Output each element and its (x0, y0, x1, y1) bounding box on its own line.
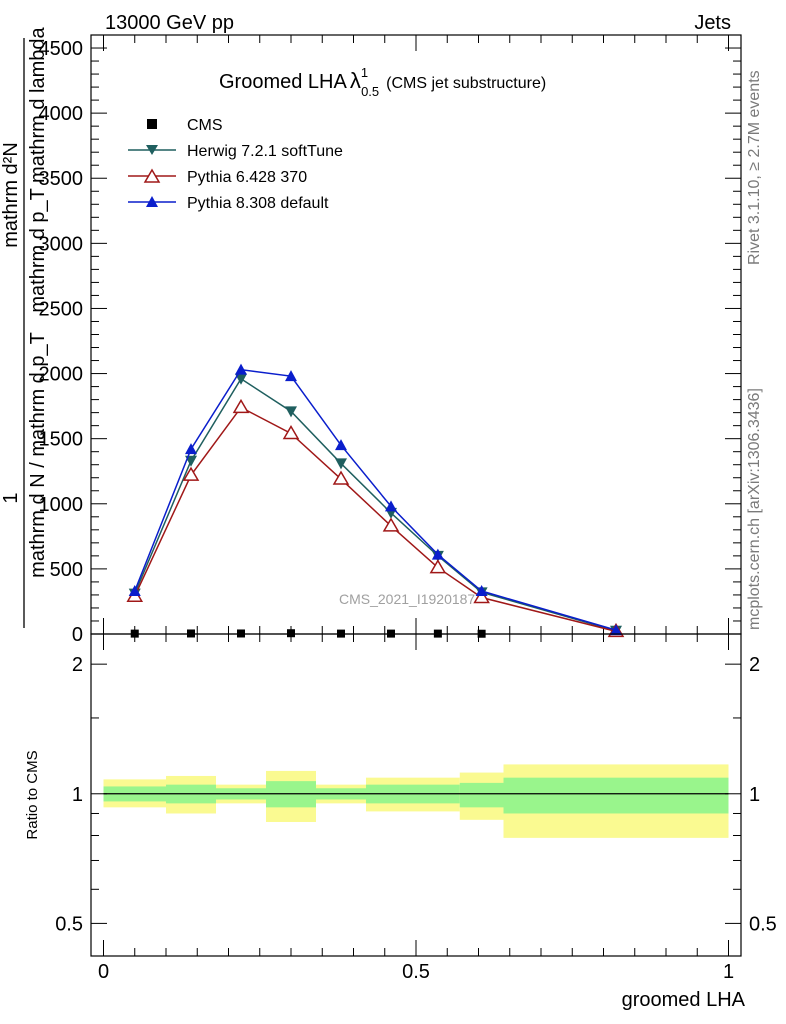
main-ytick-label-3: 1500 (39, 429, 84, 451)
x-axis-label: groomed LHA (622, 989, 746, 1011)
ratio-ytick-label-right-2: 2 (749, 654, 760, 676)
ratio-xtick-label-2: 1 (723, 961, 734, 983)
ratio-ytick-label-right-0: 0.5 (749, 913, 777, 935)
main-ytick-label-6: 3000 (39, 233, 84, 255)
chart-title-main: Groomed LHA (219, 71, 347, 93)
main-ytick-label-2: 1000 (39, 494, 84, 516)
legend-marker-pythia8 (146, 196, 158, 207)
chart-title-sup: 1 (361, 65, 368, 80)
ratio-y-label: Ratio to CMS (24, 750, 41, 839)
chart-title-sub: 0.5 (361, 84, 379, 99)
legend-label-pythia8: Pythia 8.308 default (187, 195, 329, 212)
series-2-point-1 (182, 466, 200, 481)
series-2-point-3 (282, 424, 300, 440)
chart-title-lambda: λ (350, 68, 361, 93)
legend-label-herwig: Herwig 7.2.1 softTune (187, 143, 343, 160)
series-2-point-6 (429, 559, 447, 574)
legend-label-cms: CMS (187, 117, 223, 134)
watermark: CMS_2021_I1920187 (339, 591, 475, 607)
y-axis-label: 1 mathrm d N / mathrm d p_T mathrm d²N m… (0, 26, 49, 628)
legend-marker-pythia6 (143, 168, 161, 183)
legend-label-pythia6: Pythia 6.428 370 (187, 169, 307, 186)
main-series (126, 363, 625, 638)
main-ytick-label-7: 3500 (39, 168, 84, 190)
ratio-ytick-label-right-1: 1 (749, 784, 760, 806)
series-0-point-3 (287, 629, 295, 638)
ratio-panel: 0 0.5 1 0.5 0.5 1 1 2 2 Ratio to CMS groomed LHA (24, 633, 777, 1011)
y-label-bottom: mathrm d N / mathrm d p_T (27, 332, 49, 578)
y-label-top-den: mathrm d p_T mathrm d lambda (27, 26, 49, 312)
series-3-point-5 (385, 500, 397, 512)
ratio-bands (103, 764, 729, 838)
chart-title: Groomed LHA λ1 0.5 (CMS jet substructure) (219, 65, 546, 99)
series-2-point-2 (232, 398, 250, 414)
header-right: Jets (694, 12, 731, 34)
series-3-point-0 (128, 585, 141, 597)
legend: CMS Herwig 7.2.1 softTune Pythia 6.428 3… (128, 117, 343, 212)
main-ytick-label-9: 4500 (39, 38, 84, 60)
legend-marker-cms (147, 119, 157, 129)
series-3-point-6 (431, 548, 444, 560)
ratio-ytick-label-left-1: 1 (72, 784, 83, 806)
series-1-point-3 (285, 406, 297, 418)
main-ytick-label-8: 4000 (39, 103, 84, 125)
series-1-point-2 (235, 373, 247, 385)
series-3-point-4 (335, 439, 347, 451)
main-ytick-label-1: 500 (50, 559, 83, 581)
mcplots-label: mcplots.cern.ch [arXiv:1306.3436] (746, 388, 763, 630)
main-ytick-label-0: 0 (72, 624, 83, 646)
series-2-point-7 (473, 589, 490, 604)
series-1-point-4 (335, 458, 347, 470)
rivet-label: Rivet 3.1.10, ≥ 2.7M events (746, 70, 763, 265)
series-3-point-7 (475, 585, 488, 597)
legend-marker-herwig (146, 145, 158, 155)
ratio-ytick-label-left-2: 2 (72, 654, 83, 676)
main-axes: 0 500 1000 1500 2000 2500 3000 3500 4000 4500 (39, 34, 742, 646)
series-3-point-8 (610, 624, 622, 636)
series-2-point-4 (332, 470, 350, 485)
y-label-top-num: mathrm d²N (0, 142, 22, 248)
ratio-xtick-label-1: 0.5 (402, 961, 430, 983)
y-label-one: 1 (0, 492, 22, 503)
header-left: 13000 GeV pp (105, 12, 234, 34)
main-ytick-label-4: 2000 (39, 364, 84, 386)
ratio-stat-band-7 (459, 782, 504, 808)
series-3-point-3 (285, 370, 297, 382)
series-2-point-5 (382, 517, 400, 532)
chart-title-suffix: (CMS jet substructure) (386, 75, 546, 92)
ratio-xtick-label-0: 0 (98, 961, 109, 983)
series-3-point-1 (185, 443, 197, 455)
series-3-point-2 (235, 363, 247, 375)
ratio-ytick-label-left-0: 0.5 (55, 913, 83, 935)
ratio-stat-band-8 (503, 777, 729, 814)
ratio-axes: 0 0.5 1 0.5 0.5 1 1 2 2 (55, 633, 777, 983)
main-panel: 0 500 1000 1500 2000 2500 3000 3500 4000 4500 CMS… (0, 26, 742, 646)
main-ytick-label-5: 2500 (39, 298, 84, 320)
